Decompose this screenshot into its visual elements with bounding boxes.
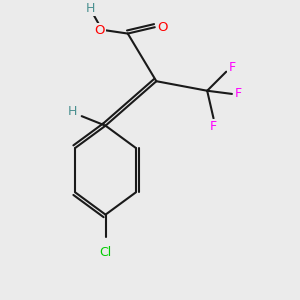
- Text: O: O: [94, 24, 105, 37]
- Text: H: H: [85, 2, 95, 15]
- Text: F: F: [235, 87, 242, 101]
- Text: H: H: [68, 105, 77, 118]
- Text: Cl: Cl: [99, 246, 112, 260]
- Text: F: F: [228, 61, 236, 74]
- Text: F: F: [210, 120, 217, 133]
- Text: O: O: [158, 21, 168, 34]
